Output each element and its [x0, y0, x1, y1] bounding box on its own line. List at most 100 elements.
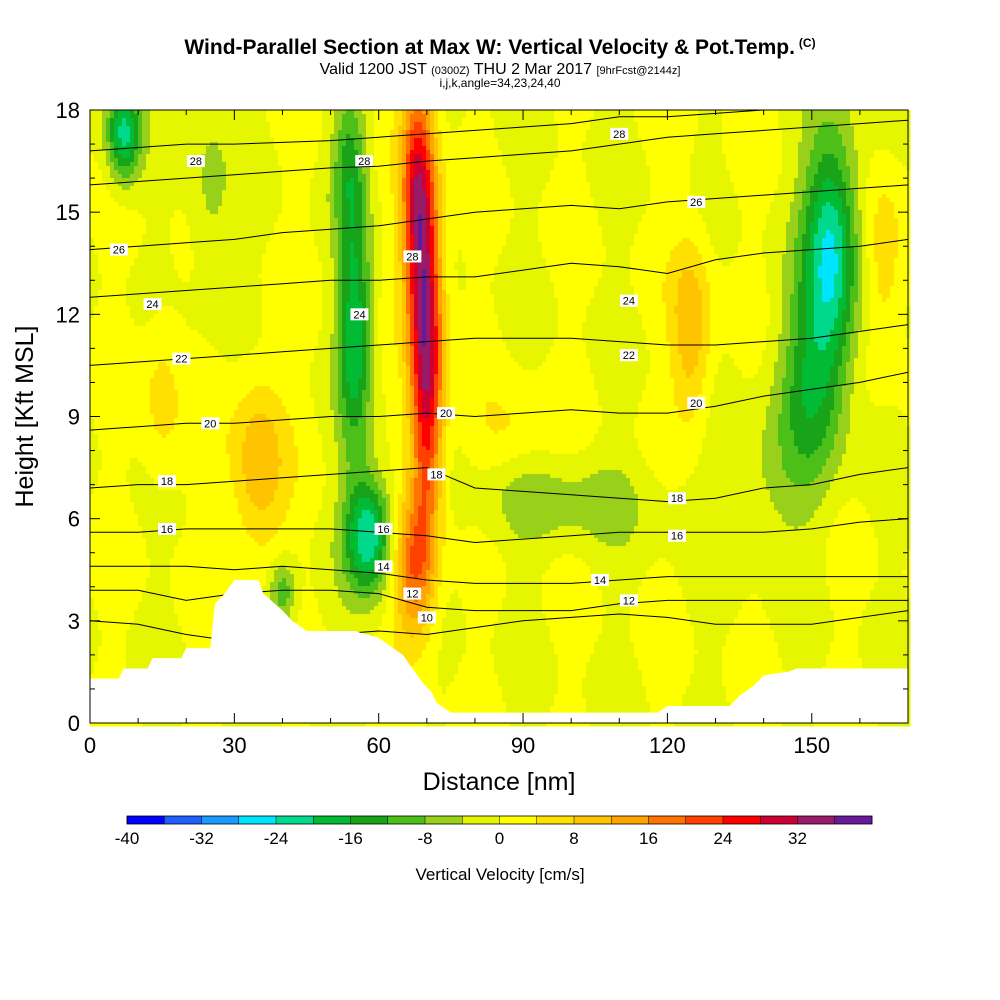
- field-cell: [98, 446, 103, 451]
- field-cell: [154, 190, 159, 195]
- field-cell: [174, 458, 179, 463]
- field-cell: [142, 526, 147, 531]
- field-cell: [214, 474, 219, 479]
- field-cell: [182, 234, 187, 239]
- field-cell: [126, 474, 131, 479]
- field-cell: [142, 414, 147, 419]
- field-cell: [218, 230, 223, 235]
- field-cell: [142, 134, 147, 139]
- field-cell: [210, 302, 215, 307]
- field-cell: [174, 246, 179, 251]
- field-cell: [190, 638, 195, 643]
- field-cell: [110, 290, 115, 295]
- field-cell: [214, 206, 219, 211]
- field-cell: [106, 114, 111, 119]
- field-cell: [150, 246, 155, 251]
- field-cell: [142, 646, 147, 651]
- field-cell: [130, 226, 135, 231]
- field-cell: [214, 310, 219, 315]
- field-cell: [218, 182, 223, 187]
- field-cell: [146, 506, 151, 511]
- field-cell: [114, 634, 119, 639]
- field-cell: [190, 194, 195, 199]
- field-cell: [98, 574, 103, 579]
- field-cell: [98, 470, 103, 475]
- field-cell: [182, 334, 187, 339]
- field-cell: [118, 338, 123, 343]
- field-cell: [182, 538, 187, 543]
- field-cell: [106, 230, 111, 235]
- field-cell: [150, 214, 155, 219]
- field-cell: [202, 438, 207, 443]
- field-cell: [194, 382, 199, 387]
- field-cell: [142, 470, 147, 475]
- field-cell: [186, 334, 191, 339]
- field-cell: [138, 318, 143, 323]
- field-cell: [166, 158, 171, 163]
- field-cell: [130, 258, 135, 263]
- field-cell: [142, 382, 147, 387]
- field-cell: [138, 518, 143, 523]
- field-cell: [154, 522, 159, 527]
- field-cell: [210, 602, 215, 607]
- field-cell: [182, 606, 187, 611]
- field-cell: [154, 542, 159, 547]
- field-cell: [98, 462, 103, 467]
- field-cell: [106, 266, 111, 271]
- field-cell: [190, 574, 195, 579]
- field-cell: [94, 614, 99, 619]
- field-cell: [102, 526, 107, 531]
- field-cell: [198, 210, 203, 215]
- field-cell: [218, 146, 223, 151]
- field-cell: [174, 310, 179, 315]
- field-cell: [166, 614, 171, 619]
- field-cell: [142, 198, 147, 203]
- field-cell: [158, 618, 163, 623]
- field-cell: [190, 122, 195, 127]
- field-cell: [162, 162, 167, 167]
- field-cell: [202, 494, 207, 499]
- field-cell: [210, 166, 215, 171]
- field-cell: [150, 446, 155, 451]
- field-cell: [166, 222, 171, 227]
- field-cell: [186, 274, 191, 279]
- field-cell: [110, 198, 115, 203]
- field-cell: [210, 410, 215, 415]
- field-cell: [202, 318, 207, 323]
- field-cell: [90, 634, 95, 639]
- field-cell: [126, 126, 131, 131]
- field-cell: [186, 618, 191, 623]
- field-cell: [122, 290, 127, 295]
- field-cell: [170, 270, 175, 275]
- field-cell: [178, 318, 183, 323]
- field-cell: [146, 362, 151, 367]
- field-cell: [214, 394, 219, 399]
- field-cell: [106, 238, 111, 243]
- field-cell: [206, 306, 211, 311]
- field-cell: [94, 578, 99, 583]
- field-cell: [94, 366, 99, 371]
- field-cell: [186, 574, 191, 579]
- field-cell: [154, 354, 159, 359]
- field-cell: [110, 674, 115, 679]
- field-cell: [202, 582, 207, 587]
- field-cell: [94, 318, 99, 323]
- field-cell: [94, 602, 99, 607]
- field-cell: [146, 286, 151, 291]
- field-cell: [118, 258, 123, 263]
- field-cell: [158, 418, 163, 423]
- field-cell: [106, 602, 111, 607]
- field-cell: [206, 510, 211, 515]
- field-cell: [206, 554, 211, 559]
- field-cell: [210, 318, 215, 323]
- field-cell: [174, 278, 179, 283]
- field-cell: [218, 202, 223, 207]
- field-cell: [202, 246, 207, 251]
- field-cell: [90, 514, 95, 519]
- field-cell: [170, 190, 175, 195]
- field-cell: [90, 358, 95, 363]
- field-cell: [106, 610, 111, 615]
- field-cell: [110, 466, 115, 471]
- field-cell: [134, 310, 139, 315]
- field-cell: [118, 582, 123, 587]
